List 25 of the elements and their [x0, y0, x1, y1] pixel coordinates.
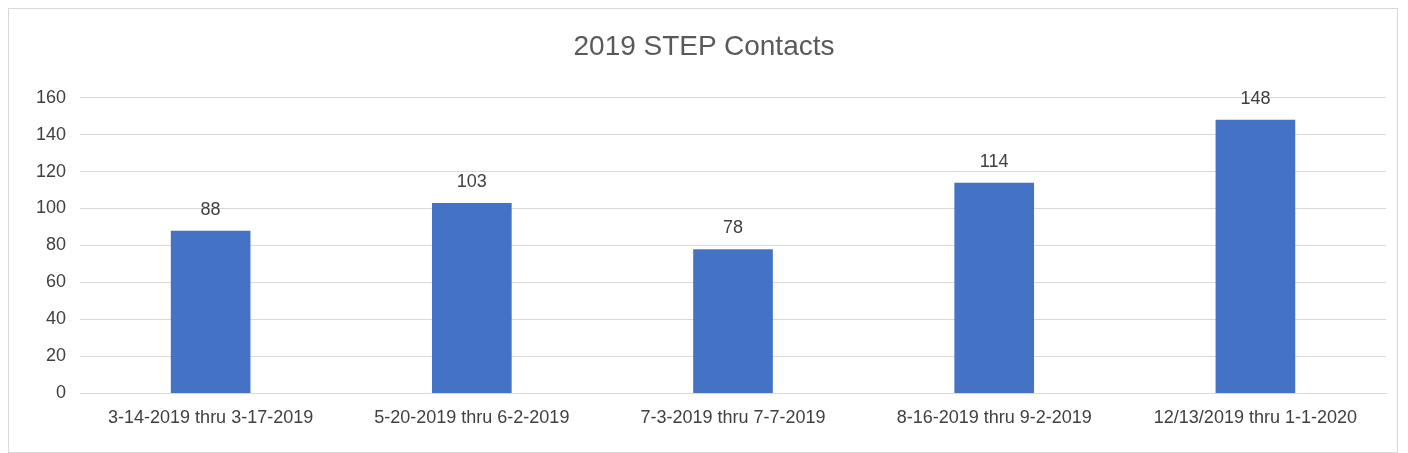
bar: [954, 182, 1035, 393]
y-tick-label: 140: [35, 123, 67, 144]
data-label: 88: [200, 198, 221, 219]
data-label: 103: [456, 170, 487, 191]
y-tick-label: 120: [35, 160, 67, 181]
bar: [431, 202, 512, 393]
y-tick-label: 0: [56, 382, 67, 403]
y-tick-label: 60: [46, 271, 67, 292]
data-label: 148: [1240, 87, 1271, 108]
bar: [1215, 119, 1296, 393]
x-tick-label: 12/13/2019 thru 1-1-2020: [1153, 407, 1357, 428]
x-tick-label: 7-3-2019 thru 7-7-2019: [640, 407, 826, 428]
chart-title: 2019 STEP Contacts: [573, 29, 835, 61]
y-tick-label: 20: [46, 345, 67, 366]
y-tick-label: 160: [35, 86, 67, 107]
x-tick-label: 8-16-2019 thru 9-2-2019: [896, 407, 1092, 428]
y-tick-label: 100: [35, 197, 67, 218]
x-tick-label: 3-14-2019 thru 3-17-2019: [108, 407, 314, 428]
bar: [170, 230, 251, 393]
data-label: 114: [979, 150, 1009, 171]
x-tick-label: 5-20-2019 thru 6-2-2019: [374, 407, 570, 428]
bar: [693, 249, 773, 393]
y-tick-label: 80: [46, 234, 67, 255]
y-tick-label: 40: [46, 308, 67, 329]
data-label: 78: [723, 217, 744, 238]
